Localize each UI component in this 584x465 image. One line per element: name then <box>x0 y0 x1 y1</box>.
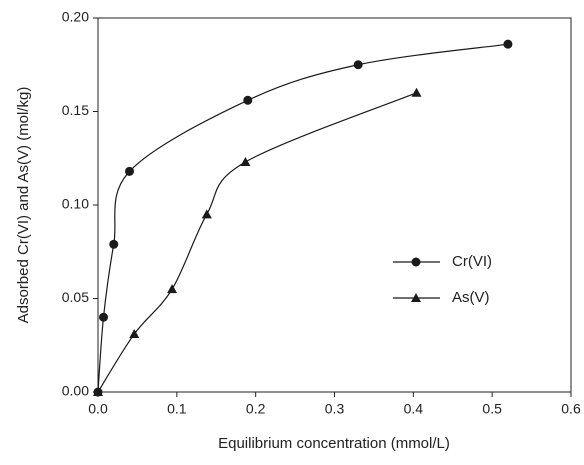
data-point <box>411 87 422 97</box>
data-point <box>99 312 109 322</box>
data-point <box>353 60 363 70</box>
series-line <box>97 92 417 393</box>
x-tick-label: 0.5 <box>482 401 502 417</box>
data-point <box>93 387 103 396</box>
data-point <box>240 156 251 166</box>
legend-marker <box>411 257 421 267</box>
data-point <box>129 329 140 339</box>
legend-marker <box>411 293 421 302</box>
data-point <box>109 239 119 249</box>
series-line <box>97 43 509 393</box>
x-tick-label: 0.0 <box>88 401 108 417</box>
x-tick-label: 0.3 <box>325 401 345 417</box>
y-tick-label: 0.20 <box>62 9 89 25</box>
data-point <box>503 39 513 49</box>
y-tick-label: 0.05 <box>62 289 89 305</box>
x-axis-label: Equilibrium concentration (mmol/L) <box>218 435 450 452</box>
y-tick-label: 0.15 <box>62 102 89 118</box>
y-axis-label: Adsorbed Cr(VI) and As(V) (mol/kg) <box>15 87 32 324</box>
x-tick-label: 0.4 <box>404 401 424 417</box>
y-tick-label: 0.00 <box>62 383 89 399</box>
legend-label: As(V) <box>452 289 490 306</box>
legend-label: Cr(VI) <box>452 253 492 270</box>
x-tick-label: 0.1 <box>167 401 187 417</box>
data-point <box>243 95 253 105</box>
data-point <box>125 166 135 176</box>
data-point <box>201 209 212 219</box>
data-point <box>167 284 178 294</box>
x-tick-label: 0.6 <box>561 401 581 417</box>
x-tick-label: 0.2 <box>246 401 266 417</box>
plot-frame <box>97 17 572 393</box>
y-tick-label: 0.10 <box>62 196 89 212</box>
